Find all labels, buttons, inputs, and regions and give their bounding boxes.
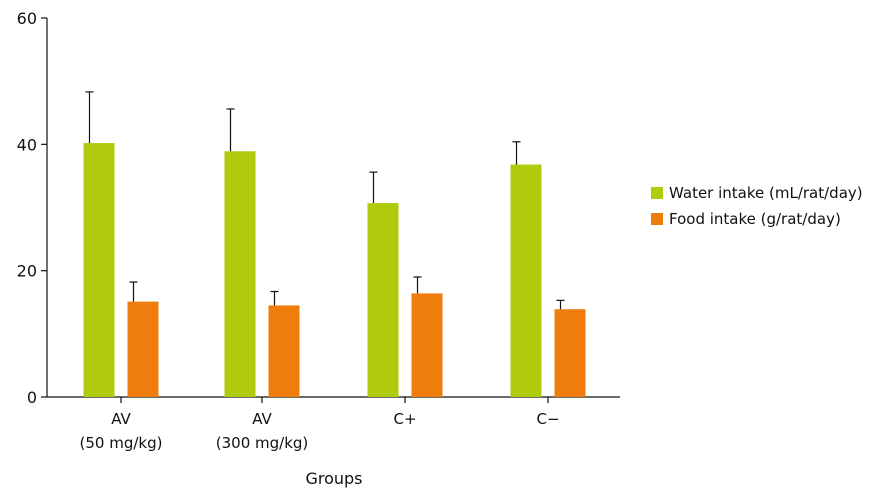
y-tick-label: 60	[17, 9, 37, 28]
bar	[127, 301, 159, 397]
category-label: C+	[393, 410, 416, 428]
bar	[510, 164, 542, 397]
y-tick-label: 0	[27, 388, 37, 407]
legend-swatch	[651, 187, 663, 199]
category-label: (300 mg/kg)	[216, 434, 309, 452]
y-tick-label: 20	[17, 262, 37, 281]
category-label: C−	[536, 410, 559, 428]
bar	[554, 309, 586, 397]
y-tick-label: 40	[17, 135, 37, 154]
category-label: AV	[252, 410, 272, 428]
bars	[83, 91, 586, 403]
bar	[411, 293, 443, 397]
legend-swatch	[651, 213, 663, 225]
bar	[83, 143, 115, 397]
category-label: AV	[111, 410, 131, 428]
bar	[268, 305, 300, 397]
category-label: (50 mg/kg)	[80, 434, 163, 452]
legend: Water intake (mL/rat/day) Food intake (g/…	[651, 184, 863, 228]
bar	[367, 203, 399, 397]
legend-label: Water intake (mL/rat/day)	[669, 184, 863, 202]
x-axis-title: Groups	[305, 469, 362, 488]
y-ticks: 0 20 40 60	[17, 9, 47, 407]
bar	[224, 151, 256, 397]
legend-label: Food intake (g/rat/day)	[669, 210, 841, 228]
category-labels: AV (50 mg/kg) AV (300 mg/kg) C+ C−	[80, 410, 560, 452]
